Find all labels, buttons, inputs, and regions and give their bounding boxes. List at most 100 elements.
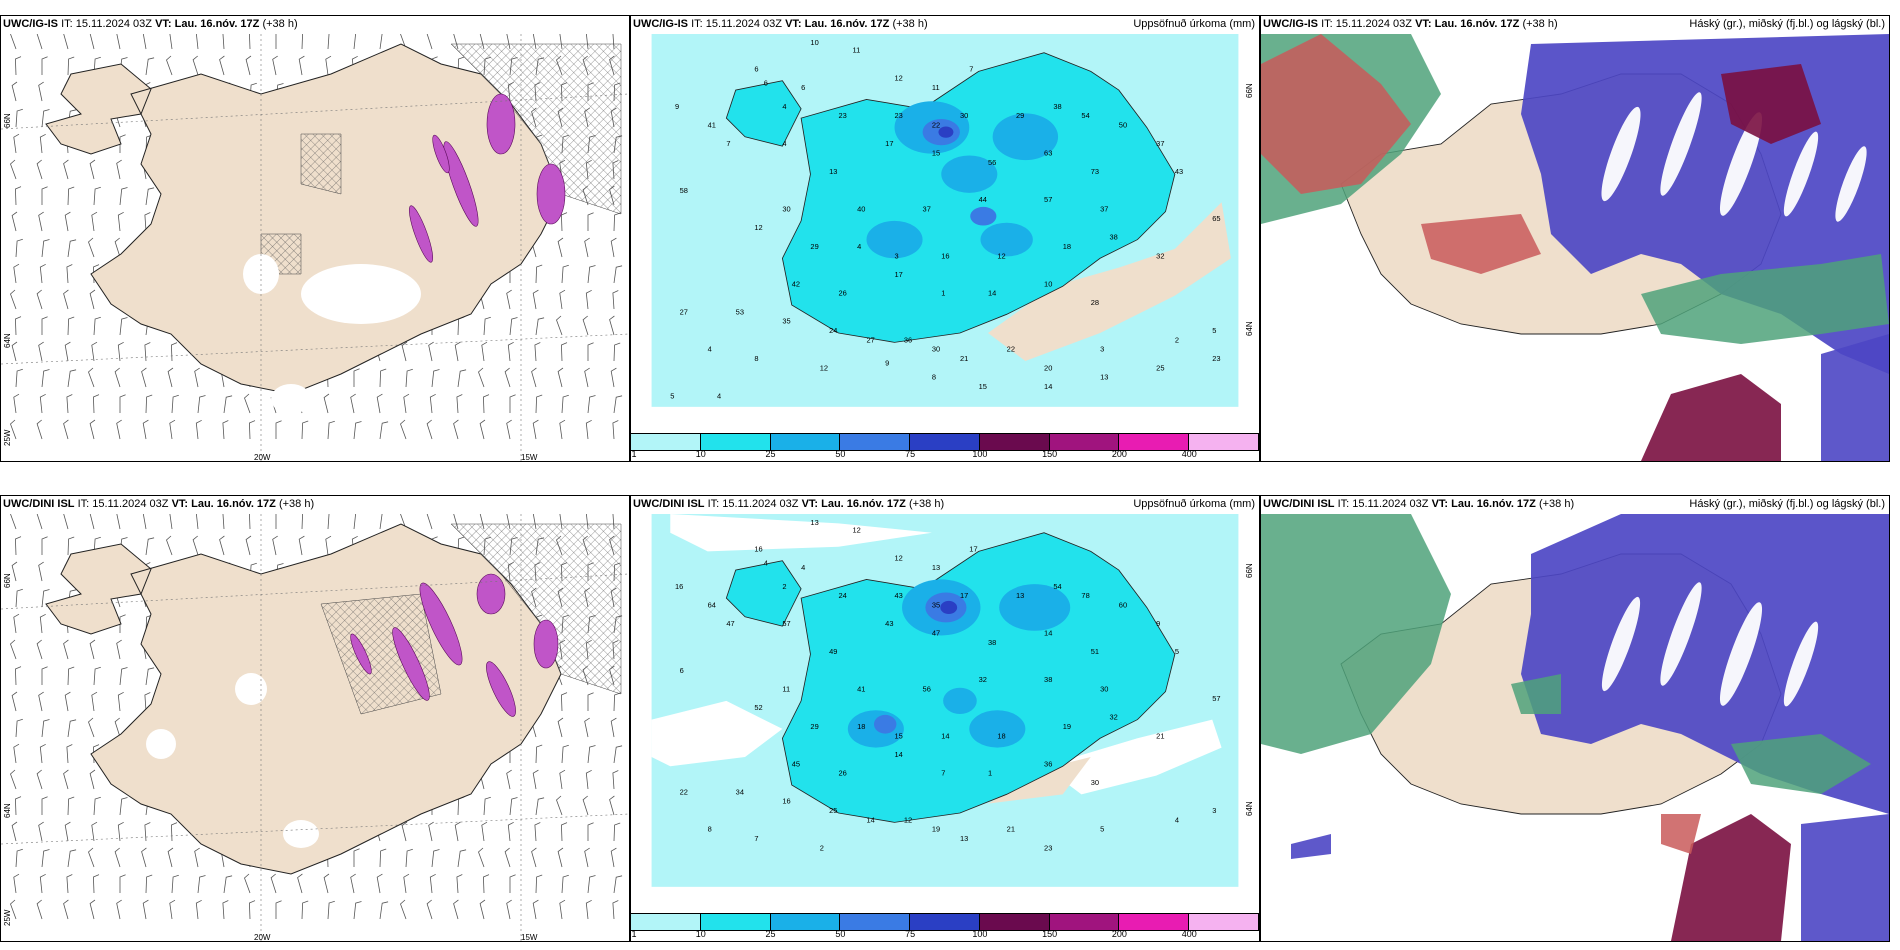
precip-value: 30 <box>960 111 968 120</box>
wind-barb <box>327 900 335 920</box>
wind-barb <box>10 159 17 180</box>
colorbar-cell <box>1189 914 1259 930</box>
precip-value: 13 <box>810 518 818 527</box>
wind-barb <box>38 211 44 232</box>
wind-barb <box>431 849 440 868</box>
wind-barb <box>38 341 44 362</box>
wind-barb <box>89 34 95 50</box>
wind-barb <box>89 899 96 920</box>
wind-barb <box>245 55 252 76</box>
panel-title: UWC/IG-IS IT: 15.11.2024 03Z VT: Lau. 16… <box>633 18 928 30</box>
wind-barb <box>325 535 332 556</box>
precip-value: 4 <box>708 345 712 354</box>
wind-barb <box>249 514 251 530</box>
wind-barb <box>66 874 73 894</box>
wind-barb <box>93 316 101 336</box>
wind-barb <box>478 847 485 868</box>
wind-barb <box>275 514 277 529</box>
wind-barb <box>41 369 50 388</box>
precip-value: 38 <box>1109 233 1117 242</box>
wind-barb <box>535 317 545 336</box>
wind-barb <box>248 420 256 440</box>
precip-value: 12 <box>904 815 912 824</box>
wind-barb <box>10 514 17 530</box>
precip-value: 6 <box>680 666 684 675</box>
iceland-coast <box>725 52 1176 343</box>
wind-barb <box>195 514 199 530</box>
wind-barb <box>119 134 126 153</box>
colorbar-cell <box>1049 914 1120 930</box>
wind-barb <box>509 797 518 816</box>
wind-barb <box>11 81 18 102</box>
wind-barb <box>301 900 309 920</box>
colorbar-cell <box>631 434 701 450</box>
wind-barb <box>145 57 155 76</box>
it-value: 15.11.2024 03Z <box>1352 498 1429 510</box>
wind-barb <box>426 34 433 50</box>
precip-value: 19 <box>932 825 940 834</box>
precip-value: 6 <box>754 64 758 73</box>
wind-barb <box>41 536 48 555</box>
wind-barb <box>559 419 566 440</box>
wind-barb <box>610 367 617 388</box>
graticule <box>1 34 629 461</box>
precip-value: 21 <box>1156 731 1164 740</box>
precip-value: 12 <box>754 223 762 232</box>
colorbar-cell <box>1189 434 1259 450</box>
lat-label-66n: 66N <box>3 573 12 588</box>
colorbar: 1 10 25 50 75 100 150 200 400 <box>631 433 1259 461</box>
it-value: 15.11.2024 03Z <box>722 498 799 510</box>
wind-barb <box>297 873 303 894</box>
wind-barb <box>89 769 96 790</box>
vt-label: VT: Lau. 16.nóv. 17Z <box>1415 18 1520 30</box>
precip-value: 3 <box>895 251 899 260</box>
wind-barb <box>41 56 48 75</box>
cloud-cover-map <box>1261 514 1889 941</box>
wind-barb <box>117 341 124 362</box>
precip-value: 3 <box>1100 345 1104 354</box>
wind-barb <box>195 899 202 920</box>
precip-value: 2 <box>1175 335 1179 344</box>
colorbar-tick: 50 <box>835 449 846 459</box>
wind-barb <box>63 34 69 50</box>
wind-barb <box>379 514 383 530</box>
wind-barb <box>91 211 98 232</box>
wind-barb <box>36 159 43 180</box>
lead-time: (+38 h) <box>278 498 315 510</box>
precip-value: 50 <box>1119 120 1127 129</box>
colorbar-cell <box>979 434 1050 450</box>
precip-value: 14 <box>988 289 996 298</box>
wind-barb <box>63 769 69 790</box>
wind-barb <box>426 514 433 530</box>
wind-barb <box>535 874 543 894</box>
wind-barb <box>41 239 50 258</box>
model-name: UWC/DINI ISL <box>3 498 75 510</box>
wind-barb <box>298 55 305 76</box>
wind-barb <box>13 873 20 894</box>
colorbar-cell <box>770 434 841 450</box>
wind-barb <box>88 847 95 868</box>
panel-title: UWC/IG-IS IT: 15.11.2024 03Z VT: Lau. 16… <box>3 18 298 30</box>
precip-value: 57 <box>1044 195 1052 204</box>
wind-barb <box>353 368 360 387</box>
wind-barb <box>585 514 589 530</box>
wind-barb <box>272 535 278 556</box>
precip-value: 40 <box>857 205 865 214</box>
wind-barb <box>582 315 589 336</box>
wind-barb <box>67 316 75 336</box>
wind-barb <box>219 55 225 76</box>
wind-barb <box>400 419 407 440</box>
precip-value: 18 <box>857 722 865 731</box>
precip-value: 6 <box>801 83 805 92</box>
wind-barb <box>145 874 153 894</box>
wind-barb <box>535 797 545 816</box>
colorbar-cell <box>1049 434 1120 450</box>
precip-value: 32 <box>1109 713 1117 722</box>
wind-barb <box>119 874 126 893</box>
wind-barb <box>11 341 18 362</box>
precip-value: 38 <box>988 638 996 647</box>
precip-value: 26 <box>838 289 846 298</box>
wind-barb <box>36 899 43 920</box>
wind-barb <box>142 514 147 530</box>
